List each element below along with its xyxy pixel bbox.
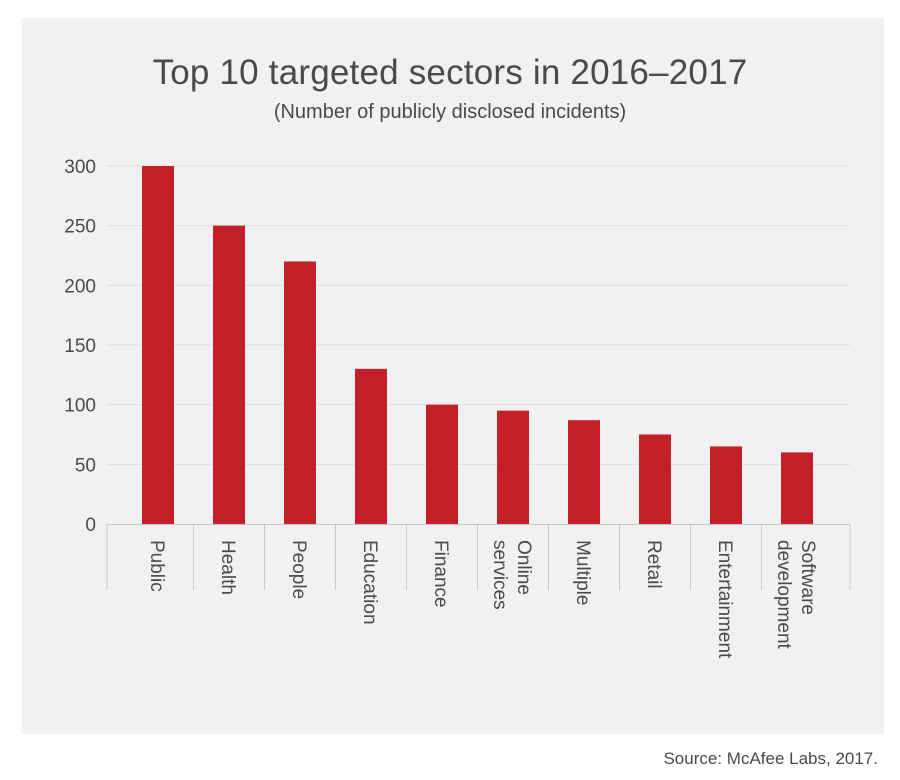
y-tick-label: 50 bbox=[75, 455, 96, 476]
chart-title: Top 10 targeted sectors in 2016–2017 bbox=[152, 53, 748, 92]
x-category-label: Finance bbox=[430, 540, 451, 608]
y-tick-label: 0 bbox=[85, 515, 96, 536]
bar bbox=[213, 225, 245, 524]
x-category-label: Health bbox=[217, 540, 238, 595]
bar bbox=[142, 166, 174, 524]
y-tick-label: 150 bbox=[64, 336, 96, 357]
x-axis bbox=[106, 524, 851, 590]
bar bbox=[426, 404, 458, 524]
x-category-label: Multiple bbox=[572, 540, 593, 605]
bars bbox=[142, 166, 813, 524]
bar bbox=[568, 420, 600, 524]
bar bbox=[781, 452, 813, 524]
y-axis-ticks: 0 50 100 150 200 250 300 bbox=[64, 157, 96, 536]
y-tick-label: 300 bbox=[64, 157, 96, 178]
y-tick-label: 250 bbox=[64, 217, 96, 238]
x-axis-labels: Public Health People Education Finance Online… bbox=[146, 540, 818, 659]
bar bbox=[639, 434, 671, 524]
bar bbox=[355, 368, 387, 524]
x-category-label: development bbox=[773, 540, 794, 650]
x-category-label: Retail bbox=[643, 540, 664, 589]
x-category-label: Online bbox=[513, 540, 534, 595]
x-category-label: Entertainment bbox=[714, 540, 735, 659]
x-category-label: Public bbox=[146, 540, 167, 592]
source-note: Source: McAfee Labs, 2017. bbox=[663, 749, 878, 768]
bar bbox=[284, 261, 316, 524]
x-category-label: Software bbox=[797, 540, 818, 615]
y-tick-label: 200 bbox=[64, 276, 96, 297]
chart-subtitle: (Number of publicly disclosed incidents) bbox=[273, 101, 627, 123]
bar bbox=[710, 446, 742, 524]
x-category-label: services bbox=[489, 540, 510, 610]
y-tick-label: 100 bbox=[64, 396, 96, 417]
x-category-label: People bbox=[288, 540, 309, 599]
x-category-label: Education bbox=[359, 540, 380, 625]
bar bbox=[497, 410, 529, 524]
